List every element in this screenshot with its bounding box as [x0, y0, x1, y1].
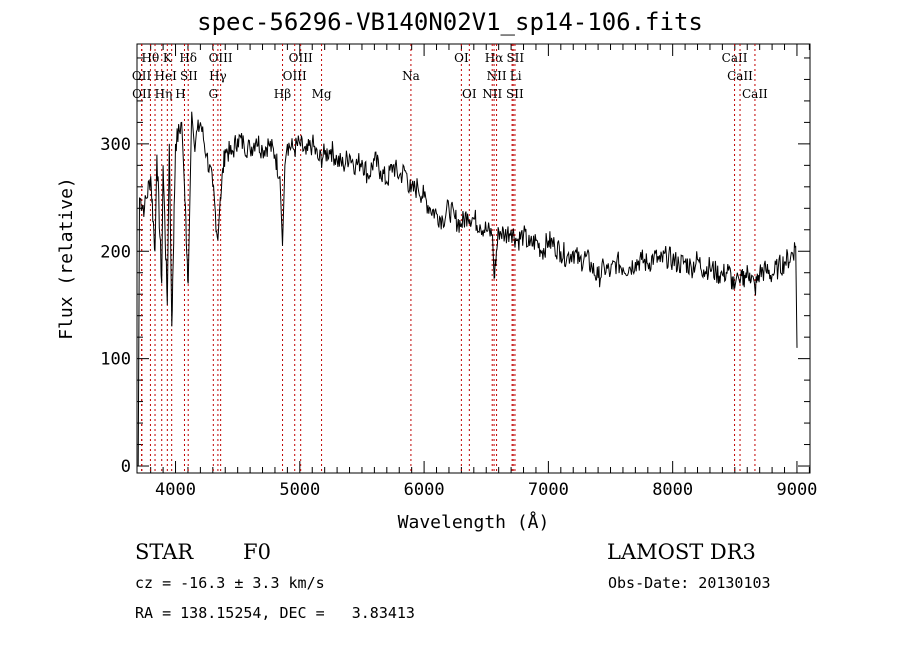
x-tick-label: 8000 [652, 480, 693, 500]
spectral-line-label: Li [510, 69, 522, 83]
spectral-line-label: OI [462, 87, 477, 101]
y-tick-label: 100 [100, 350, 131, 370]
coords-text: RA = 138.15254, DEC = 3.83413 [135, 604, 415, 622]
spectral-line-label: Hα [485, 51, 504, 65]
spectral-line-label: NII [487, 69, 507, 83]
y-tick-label: 0 [121, 457, 131, 477]
x-tick-label: 6000 [404, 480, 445, 500]
spectral-line-label: SII [506, 51, 524, 65]
spectral-line-label: Mg [312, 87, 332, 101]
spectral-line-label: OIII [209, 51, 233, 65]
spectral-line-label: NII [482, 87, 502, 101]
spectrum-line [137, 111, 798, 467]
chart-title: spec-56296-VB140N02V1_sp14-106.fits [197, 8, 703, 36]
y-tick-label: 200 [100, 242, 131, 262]
redshift-text: cz = -16.3 ± 3.3 km/s [135, 574, 325, 592]
x-axis-label: Wavelength (Å) [398, 511, 550, 533]
y-axis-label: Flux (relative) [56, 177, 77, 340]
spectral-line-label: OIII [289, 51, 313, 65]
spectral-line-label: Hθ [142, 51, 160, 65]
spectral-line-label: SII [506, 87, 524, 101]
spectral-line-label: OIII [283, 69, 307, 83]
object-subclass: F0 [243, 540, 271, 564]
spectral-line-label: K [163, 51, 173, 65]
spectral-line-label: CaII [722, 51, 748, 65]
spectral-line-label: Hγ [209, 69, 227, 83]
spectral-line-label: SII [180, 69, 198, 83]
spectral-line-label: OII [132, 87, 152, 101]
survey-label: LAMOST DR3 [607, 540, 756, 564]
spectral-line-label: G [209, 87, 219, 101]
x-tick-label: 7000 [528, 480, 569, 500]
x-tick-label: 9000 [776, 480, 817, 500]
obs-date-text: Obs-Date: 20130103 [608, 574, 771, 592]
spectral-line-label: HeI [155, 69, 178, 83]
spectral-line-label: Na [402, 69, 420, 83]
x-tick-label: 5000 [279, 480, 320, 500]
spectral-line-label: CaII [727, 69, 753, 83]
spectral-line-label: H [175, 87, 185, 101]
spectral-line-label: CaII [742, 87, 768, 101]
object-class: STAR [135, 540, 194, 564]
x-tick-label: 4000 [155, 480, 196, 500]
spectral-line-label: Hδ [179, 51, 197, 65]
y-tick-label: 300 [100, 135, 131, 155]
spectral-line-label: Hη [155, 87, 173, 101]
spectral-line-label: OI [454, 51, 469, 65]
spectral-line-label: Hβ [274, 87, 291, 101]
